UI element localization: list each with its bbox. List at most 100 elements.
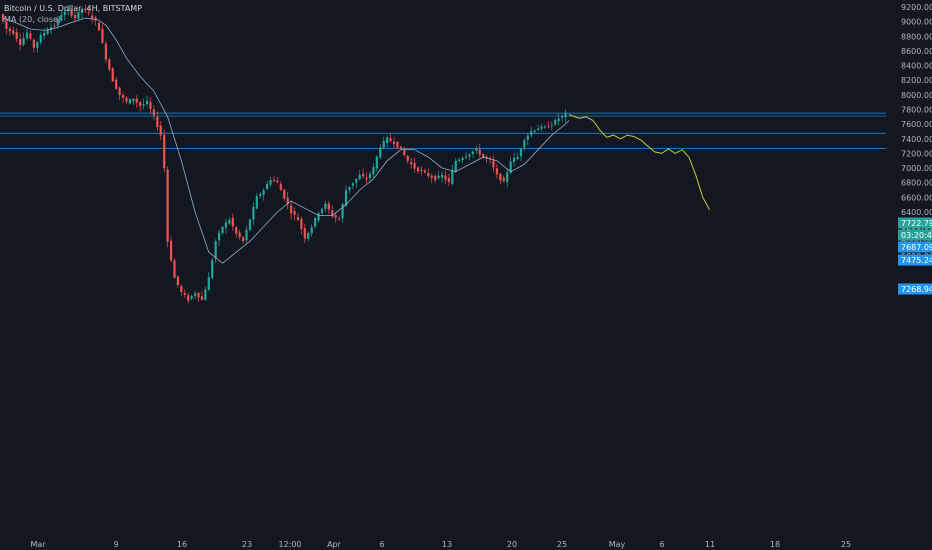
- candle-119: [410, 157, 413, 169]
- candle-103: [355, 178, 358, 188]
- candle-113: [389, 133, 392, 143]
- candle-112: [386, 135, 389, 148]
- candle-157: [540, 123, 543, 132]
- price-tag-label: 7722.79: [901, 219, 932, 228]
- candle-140: [482, 153, 485, 159]
- price-tag-label: 7475.24: [901, 256, 932, 265]
- candle-26: [91, 11, 94, 24]
- time-axis[interactable]: [0, 537, 932, 550]
- candle-132: [454, 158, 457, 174]
- candle-125: [430, 173, 433, 184]
- candle-83: [286, 191, 289, 210]
- candle-64: [221, 225, 224, 235]
- candle-23: [80, 7, 83, 19]
- candles-layer: [1, 4, 567, 304]
- candle-160: [550, 121, 553, 131]
- candle-44: [152, 105, 156, 121]
- price-tick-label: 7200.00: [901, 149, 932, 158]
- candle-107: [368, 171, 372, 183]
- candle-30: [104, 41, 107, 63]
- candle-39: [135, 95, 138, 108]
- candle-102: [351, 182, 354, 189]
- candle-69: [238, 230, 241, 240]
- candle-92: [317, 211, 320, 223]
- price-tick-label: 7600.00: [901, 120, 932, 129]
- symbol-title: Bitcoin / U.S. Dollar, 4H, BITSTAMP: [4, 4, 143, 13]
- moving-average-line: [2, 17, 570, 264]
- price-axis[interactable]: [886, 0, 932, 537]
- time-tick-label: Mar: [30, 540, 46, 549]
- candle-104: [358, 170, 361, 181]
- candle-34: [118, 86, 121, 100]
- indicator-label[interactable]: MA (20, close): [4, 15, 62, 24]
- candle-127: [437, 171, 440, 180]
- candle-82: [283, 188, 286, 201]
- time-tick-label: 6: [659, 540, 664, 549]
- candle-111: [382, 137, 385, 150]
- candle-144: [495, 163, 499, 179]
- price-tick-label: 6600.00: [901, 193, 932, 202]
- candle-142: [488, 155, 492, 164]
- price-tag-3: 7475.24: [898, 254, 932, 266]
- candle-16: [56, 15, 59, 29]
- candle-96: [331, 205, 334, 219]
- candle-65: [224, 218, 228, 234]
- candle-155: [533, 129, 536, 134]
- price-tick-label: 9000.00: [901, 18, 932, 27]
- candle-90: [310, 224, 313, 237]
- candle-2: [8, 26, 11, 36]
- candle-145: [499, 172, 502, 185]
- candle-58: [200, 290, 204, 301]
- candle-126: [434, 173, 437, 183]
- candle-84: [290, 200, 293, 220]
- candle-5: [19, 33, 22, 51]
- time-tick-label: 12:00: [278, 540, 301, 549]
- candle-91: [314, 216, 317, 230]
- candle-41: [142, 98, 145, 110]
- candle-11: [39, 32, 42, 45]
- candle-47: [163, 129, 166, 173]
- candle-1: [5, 20, 8, 35]
- candle-149: [512, 153, 516, 167]
- candle-87: [300, 216, 303, 235]
- time-tick-label: 18: [770, 540, 780, 549]
- candle-120: [413, 157, 416, 173]
- price-tags: 7722.79 03:20:43 7687.09 7475.24 7268.94: [898, 217, 932, 295]
- candle-93: [320, 207, 324, 216]
- candle-139: [478, 143, 481, 158]
- candle-63: [217, 229, 221, 246]
- price-tag-label: 7687.09: [901, 243, 932, 252]
- candle-27: [94, 15, 97, 26]
- candle-116: [399, 145, 402, 150]
- candle-98: [338, 215, 341, 222]
- candle-46: [159, 120, 162, 141]
- candle-97: [334, 212, 337, 223]
- candle-100: [344, 185, 348, 207]
- price-tick-label: 8000.00: [901, 91, 932, 100]
- candle-130: [447, 173, 450, 186]
- candle-22: [77, 11, 80, 22]
- candle-66: [228, 217, 231, 226]
- candle-163: [560, 114, 564, 122]
- candle-150: [516, 152, 519, 161]
- time-axis-ticks: Mar 9 16 23 12:00 Apr 6 13 20 25 May 6 11 18 25: [30, 540, 851, 549]
- candle-55: [190, 294, 193, 301]
- candle-109: [375, 155, 378, 172]
- candle-129: [444, 170, 447, 185]
- candle-128: [440, 171, 444, 183]
- candle-110: [379, 143, 382, 160]
- candle-54: [187, 292, 190, 304]
- candle-108: [372, 163, 375, 179]
- candle-13: [46, 26, 49, 35]
- candle-56: [193, 290, 197, 300]
- candle-81: [279, 181, 282, 191]
- candle-37: [128, 98, 132, 105]
- candle-60: [207, 272, 210, 291]
- candle-49: [169, 236, 173, 263]
- candle-101: [348, 186, 351, 194]
- price-tick-label: 7800.00: [901, 105, 932, 114]
- candle-133: [458, 157, 461, 163]
- chart-legend: Bitcoin / U.S. Dollar, 4H, BITSTAMP MA (…: [4, 3, 142, 25]
- candle-141: [485, 154, 488, 164]
